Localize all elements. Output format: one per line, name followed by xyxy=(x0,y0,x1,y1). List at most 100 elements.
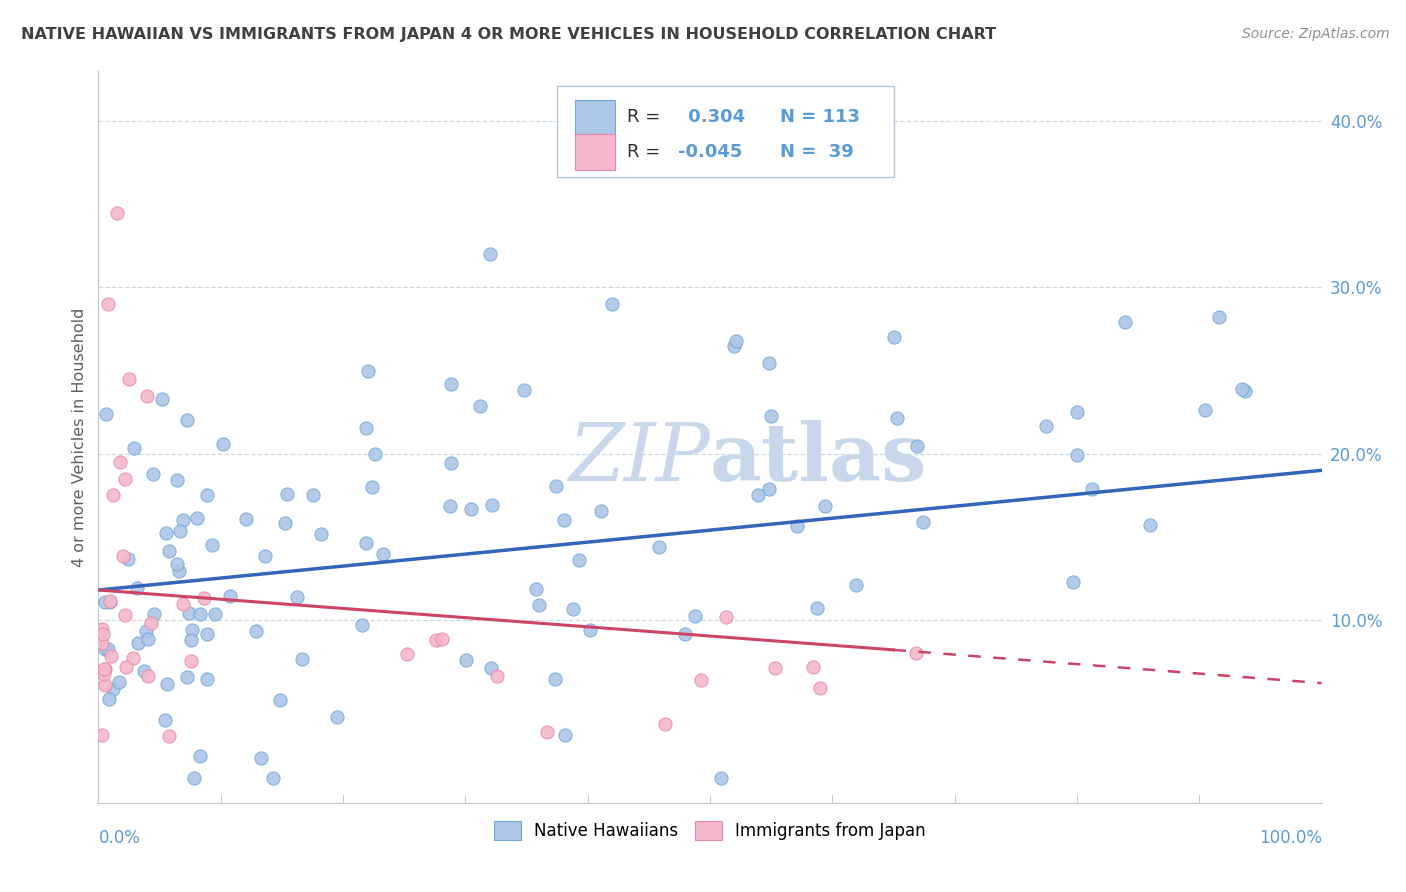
Point xyxy=(309,527,332,541)
Point xyxy=(291,652,314,666)
Point xyxy=(193,591,215,606)
Point xyxy=(172,513,194,527)
Point xyxy=(105,205,128,219)
Text: NATIVE HAWAIIAN VS IMMIGRANTS FROM JAPAN 4 OR MORE VEHICLES IN HOUSEHOLD CORRELA: NATIVE HAWAIIAN VS IMMIGRANTS FROM JAPAN… xyxy=(21,27,997,42)
Point xyxy=(579,623,602,637)
Point xyxy=(97,642,120,657)
Point xyxy=(486,669,509,683)
Point xyxy=(93,662,115,676)
Point xyxy=(91,728,114,742)
Point xyxy=(114,607,136,622)
Point xyxy=(905,647,928,661)
Point xyxy=(98,595,121,609)
Point xyxy=(134,665,156,679)
Point xyxy=(536,725,558,739)
Point xyxy=(883,330,905,344)
Point xyxy=(364,447,387,461)
Point xyxy=(527,598,550,612)
Point xyxy=(554,728,576,742)
Point xyxy=(156,677,179,691)
Point xyxy=(354,421,377,435)
Point xyxy=(197,627,219,641)
Point xyxy=(167,564,190,578)
Point xyxy=(177,606,200,620)
Point xyxy=(118,372,141,386)
Point xyxy=(1066,405,1088,419)
Point xyxy=(141,615,163,630)
Point xyxy=(122,441,145,455)
Point xyxy=(683,609,706,624)
Point xyxy=(1062,574,1084,589)
Text: -0.045: -0.045 xyxy=(678,143,742,161)
FancyBboxPatch shape xyxy=(575,100,614,136)
Point xyxy=(600,297,623,311)
Point xyxy=(195,488,218,502)
Point xyxy=(180,632,202,647)
Point xyxy=(1139,517,1161,532)
Point xyxy=(101,488,124,502)
Text: R =: R = xyxy=(627,143,659,161)
Point xyxy=(524,582,547,597)
Point xyxy=(183,771,205,785)
Point xyxy=(121,650,143,665)
Point xyxy=(806,601,828,615)
Text: 0.304: 0.304 xyxy=(682,109,745,127)
Text: N =  39: N = 39 xyxy=(780,143,853,161)
Point xyxy=(114,472,136,486)
Point xyxy=(150,392,173,407)
Point xyxy=(91,622,114,636)
Point xyxy=(274,516,297,531)
Point xyxy=(1234,384,1257,399)
Point xyxy=(352,617,374,632)
Point xyxy=(93,595,115,609)
FancyBboxPatch shape xyxy=(557,86,894,178)
Point xyxy=(166,473,188,487)
Point xyxy=(758,356,780,370)
Point xyxy=(553,513,575,527)
Point xyxy=(440,376,463,391)
Point xyxy=(479,660,502,674)
Point xyxy=(176,413,198,427)
Point xyxy=(155,714,177,728)
Point xyxy=(249,751,271,765)
Point xyxy=(111,549,134,563)
Point xyxy=(135,624,157,638)
Point xyxy=(91,627,114,641)
Point xyxy=(460,501,482,516)
Point xyxy=(262,771,284,785)
Point xyxy=(212,436,235,450)
Point xyxy=(172,598,194,612)
Point xyxy=(115,660,138,674)
Point xyxy=(201,538,224,552)
Point xyxy=(142,467,165,481)
Point xyxy=(513,383,536,397)
Point xyxy=(478,247,501,261)
Point xyxy=(886,411,908,425)
Point xyxy=(136,632,159,646)
Point xyxy=(136,668,159,682)
Point xyxy=(561,601,583,615)
Point xyxy=(440,456,463,470)
Point xyxy=(723,338,745,352)
Point xyxy=(808,681,831,695)
Point xyxy=(204,607,226,621)
Point xyxy=(673,627,696,641)
Text: 0.0%: 0.0% xyxy=(98,829,141,847)
Point xyxy=(544,479,567,493)
FancyBboxPatch shape xyxy=(575,134,614,169)
Point xyxy=(758,482,780,496)
Point xyxy=(813,500,835,514)
Point xyxy=(1194,402,1216,417)
Point xyxy=(125,581,148,595)
Point xyxy=(371,548,394,562)
Point xyxy=(1035,419,1057,434)
Point xyxy=(1114,315,1136,329)
Text: N = 113: N = 113 xyxy=(780,109,859,127)
Point xyxy=(356,363,378,377)
Point xyxy=(354,536,377,550)
Point xyxy=(591,504,613,518)
Point xyxy=(361,480,384,494)
Point xyxy=(481,498,503,512)
Point xyxy=(93,662,115,676)
Point xyxy=(765,661,787,675)
